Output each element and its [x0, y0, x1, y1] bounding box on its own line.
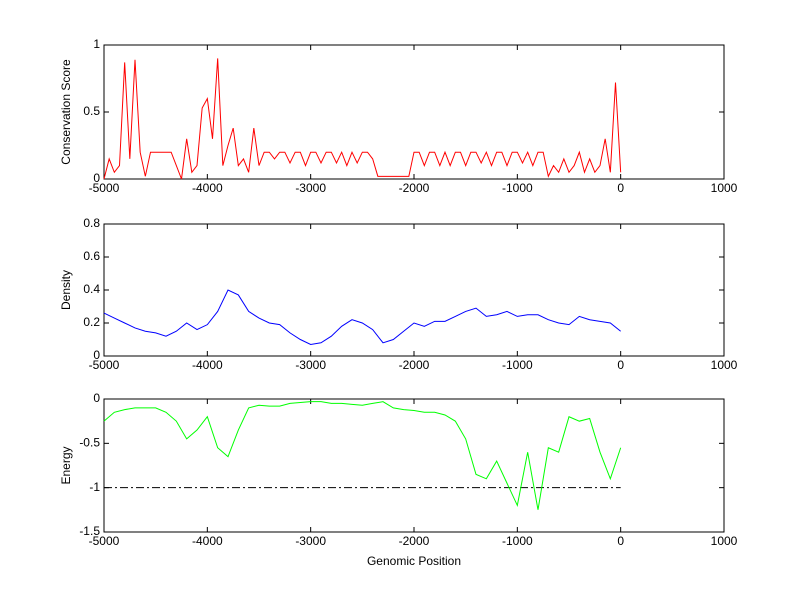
- y-tick-label: 0.2: [83, 315, 100, 329]
- y-axis-label: Conservation Score: [59, 59, 73, 165]
- x-tick-label: -3000: [295, 534, 326, 548]
- axes-box: [103, 44, 725, 180]
- y-tick-label: 0.4: [83, 282, 100, 296]
- x-tick-label: -3000: [295, 181, 326, 195]
- y-axis-label: Density: [59, 270, 73, 310]
- x-tick-label: -1000: [502, 181, 533, 195]
- x-tick-label: 1000: [711, 358, 738, 372]
- y-tick-label: -0.5: [79, 436, 100, 450]
- x-tick-label: 1000: [711, 181, 738, 195]
- x-tick-label: -4000: [192, 358, 223, 372]
- x-tick-label: -4000: [192, 181, 223, 195]
- x-tick-label: -2000: [399, 534, 430, 548]
- y-tick-label: -1.5: [79, 524, 100, 538]
- data-line: [103, 401, 622, 510]
- x-tick-label: 0: [617, 534, 624, 548]
- x-tick-label: -5000: [89, 534, 120, 548]
- x-tick-label: 0: [617, 181, 624, 195]
- x-tick-label: -2000: [399, 181, 430, 195]
- y-tick-label: 0.6: [83, 249, 100, 263]
- x-tick-label: -4000: [192, 534, 223, 548]
- x-tick-label: -2000: [399, 358, 430, 372]
- y-tick-label: 0: [93, 348, 100, 362]
- axes-box: [103, 398, 725, 533]
- y-tick-label: 0: [93, 171, 100, 185]
- data-line: [103, 289, 621, 345]
- x-tick-label: -1000: [502, 534, 533, 548]
- y-tick-label: 0.8: [83, 216, 100, 230]
- x-tick-label: 1000: [711, 534, 738, 548]
- x-tick-label: -5000: [89, 358, 120, 372]
- axes-box: [103, 223, 725, 357]
- x-tick-label: 0: [617, 358, 624, 372]
- x-tick-label: -5000: [89, 181, 120, 195]
- y-tick-label: 1: [93, 37, 100, 51]
- y-tick-label: -1: [89, 480, 100, 494]
- x-tick-label: -1000: [502, 358, 533, 372]
- data-line: [103, 58, 622, 180]
- y-tick-label: 0.5: [83, 104, 100, 118]
- x-tick-label: -3000: [295, 358, 326, 372]
- x-axis-label: Genomic Position: [367, 554, 461, 568]
- y-axis-label: Energy: [59, 446, 73, 484]
- y-tick-label: 0: [93, 391, 100, 405]
